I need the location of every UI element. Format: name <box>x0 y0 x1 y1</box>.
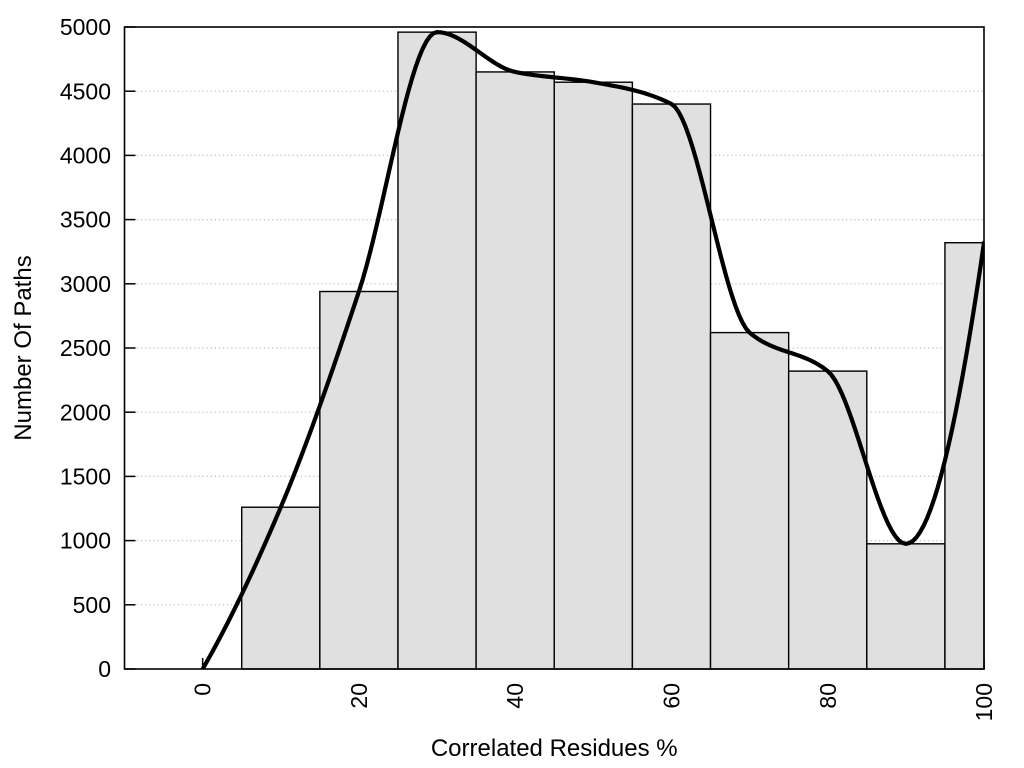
x-tick-label: 0 <box>190 683 216 696</box>
histogram-bar <box>397 31 477 670</box>
x-tick-label: 20 <box>346 683 372 709</box>
y-tick-label: 5000 <box>60 14 111 40</box>
y-tick-labels: 0 500 1000 1500 2000 2500 3000 3500 4000 4500 5000 <box>60 14 111 682</box>
spline-curve <box>200 30 984 669</box>
x-tick-label: 60 <box>659 683 685 709</box>
y-tick-label: 0 <box>98 656 111 682</box>
histogram-bar <box>709 331 790 670</box>
y-tick-label: 3500 <box>60 207 111 233</box>
y-tick-label: 1500 <box>60 463 111 489</box>
plot-border <box>123 26 985 670</box>
y-tick-label: 4500 <box>60 78 111 104</box>
y-tick-label: 3000 <box>60 271 111 297</box>
histogram-bar <box>631 103 712 670</box>
y-axis-title: Number Of Paths <box>10 255 37 440</box>
x-tick-label: 100 <box>971 683 997 721</box>
y-tick-label: 1000 <box>60 528 111 554</box>
x-tick-label: 40 <box>502 683 528 709</box>
histogram-bar <box>866 543 946 670</box>
histogram-bar <box>475 71 555 670</box>
histogram-bar <box>553 81 634 670</box>
histogram-bars <box>241 31 985 670</box>
histogram-bar <box>944 242 985 670</box>
y-tick-label: 2500 <box>60 335 111 361</box>
y-tick-label: 500 <box>73 592 111 618</box>
y-tick-label: 4000 <box>60 142 111 168</box>
histogram-bar <box>787 370 868 670</box>
y-tick-label: 2000 <box>60 399 111 425</box>
x-axis-title: Correlated Residues % <box>431 735 678 762</box>
histogram-bar <box>241 506 321 670</box>
histogram-bar <box>319 290 399 670</box>
x-tick-label: 80 <box>815 683 841 709</box>
x-tick-labels: 0 20 40 60 80 100 <box>190 683 997 721</box>
